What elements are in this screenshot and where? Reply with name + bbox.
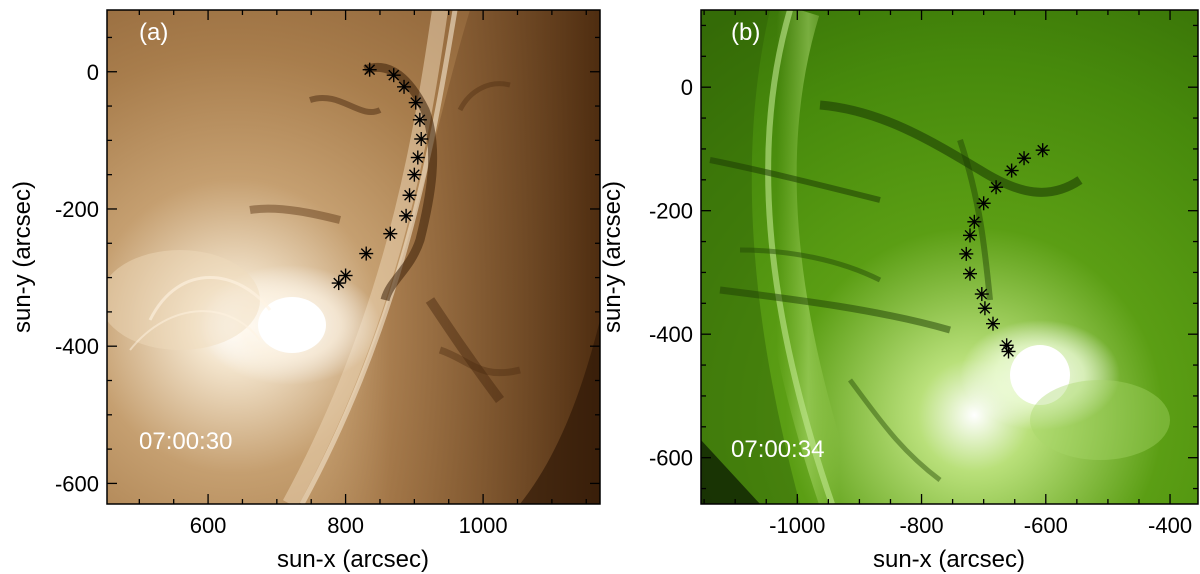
star-marker — [963, 266, 978, 281]
y-tick-label: -200 — [649, 199, 693, 224]
x-tick-label: -600 — [1024, 513, 1068, 538]
y-tick-label: -400 — [649, 322, 693, 347]
axes-a: 600 800 1000 0 -200 -400 -600 — [55, 10, 600, 538]
star-marker — [963, 228, 978, 243]
star-marker — [397, 79, 412, 94]
x-tick-label: -400 — [1148, 513, 1192, 538]
panel-label-a: (a) — [139, 19, 168, 46]
star-marker — [959, 246, 974, 261]
star-marker — [407, 167, 422, 182]
ylabel-a: sun-y (arcsec) — [9, 181, 36, 333]
markers-a — [331, 62, 429, 291]
solar-image-a — [107, 10, 600, 504]
star-marker — [399, 208, 414, 223]
y-tick-label: -600 — [649, 446, 693, 471]
y-tick-label: 0 — [87, 60, 99, 85]
star-marker — [410, 150, 425, 165]
star-marker — [1001, 344, 1016, 359]
star-marker — [359, 246, 374, 261]
star-marker — [414, 131, 429, 146]
star-marker — [331, 276, 346, 291]
star-marker — [985, 316, 1000, 331]
x-tick-label: 800 — [327, 513, 364, 538]
y-tick-label: -400 — [55, 334, 99, 359]
x-tick-label: -1000 — [769, 513, 825, 538]
panel-label-b: (b) — [731, 19, 760, 46]
star-marker — [1017, 151, 1032, 166]
panel-b: -1000 -800 -600 -400 0 -200 -400 -600 (b) 07:00… — [599, 9, 1199, 573]
star-marker — [989, 180, 1004, 195]
markers-b — [959, 143, 1050, 359]
timestamp-b: 07:00:34 — [731, 436, 824, 463]
star-marker — [1004, 163, 1019, 178]
y-tick-label: -600 — [55, 471, 99, 496]
star-marker — [412, 112, 427, 127]
panel-a: 600 800 1000 0 -200 -400 -600 (a) 07:00:30 sun… — [9, 9, 601, 573]
star-marker — [976, 196, 991, 211]
xlabel-a: sun-x (arcsec) — [277, 546, 429, 573]
star-marker — [974, 287, 989, 302]
star-marker — [386, 68, 401, 83]
star-marker — [1035, 143, 1050, 158]
star-marker — [967, 214, 982, 229]
star-marker — [408, 95, 423, 110]
star-marker — [977, 301, 992, 316]
star-marker — [383, 226, 398, 241]
star-marker — [362, 62, 377, 77]
x-tick-label: -800 — [900, 513, 944, 538]
solar-image-b — [701, 10, 1198, 504]
plot-frame-b — [700, 9, 1199, 505]
plot-frame-a — [106, 9, 601, 505]
axes-b: -1000 -800 -600 -400 0 -200 -400 -600 — [649, 10, 1198, 538]
x-tick-label: 1000 — [459, 513, 508, 538]
timestamp-a: 07:00:30 — [139, 428, 232, 455]
y-tick-label: 0 — [681, 75, 693, 100]
x-tick-label: 600 — [190, 513, 227, 538]
ylabel-b: sun-y (arcsec) — [599, 181, 626, 333]
xlabel-b: sun-x (arcsec) — [873, 546, 1025, 573]
star-marker — [402, 188, 417, 203]
y-tick-label: -200 — [55, 197, 99, 222]
